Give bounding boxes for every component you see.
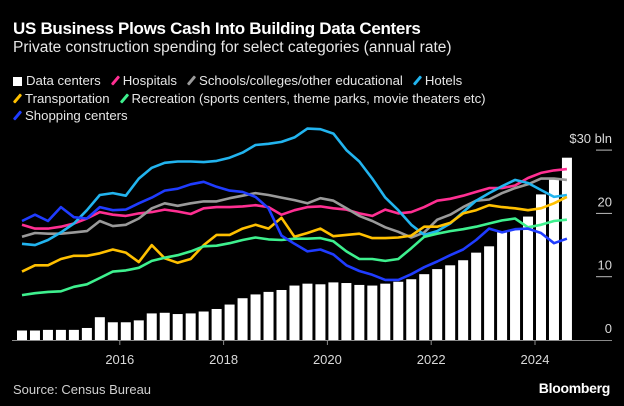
legend-item: Recreation (sports centers, theme parks,…: [119, 90, 486, 108]
bar-data-centers: [237, 298, 248, 340]
x-tick-label: 2018: [209, 352, 238, 367]
bar-data-centers: [471, 252, 482, 340]
legend-item: Hotels: [412, 72, 463, 90]
bar-data-centers: [341, 283, 352, 340]
x-tick-label: 2016: [105, 352, 134, 367]
bar-data-centers: [484, 246, 495, 340]
line-shopping: [21, 180, 568, 282]
legend-label: Schools/colleges/other educational: [199, 73, 403, 88]
bar-data-centers: [146, 313, 157, 340]
bar-data-centers: [523, 216, 534, 340]
legend-label: Data centers: [26, 73, 101, 88]
y-tick-label: 0: [605, 321, 612, 336]
bar-data-centers: [380, 283, 391, 340]
legend-item: Transportation: [12, 90, 110, 108]
bar-data-centers: [68, 329, 79, 340]
bar-data-centers: [289, 285, 300, 340]
line-recreation: [21, 217, 568, 297]
legend-label: Shopping centers: [25, 108, 128, 123]
chart-title: US Business Plows Cash Into Building Dat…: [13, 19, 421, 38]
legend-label: Recreation (sports centers, theme parks,…: [131, 90, 486, 106]
bar-data-centers: [17, 330, 27, 340]
bar-data-centers: [497, 232, 508, 340]
x-tick-label: 2022: [417, 352, 446, 367]
bar-data-centers: [172, 314, 183, 340]
y-tick-label: 10: [598, 258, 612, 273]
bar-data-centers: [510, 229, 521, 340]
bar-data-centers: [458, 260, 469, 340]
legend-label: Hospitals: [122, 73, 178, 88]
bar-data-centers: [55, 329, 66, 340]
bar-data-centers: [29, 330, 40, 340]
bar-data-centers: [445, 265, 456, 340]
bar-data-centers: [81, 327, 92, 340]
line-hotels: [21, 127, 568, 247]
legend-item: Shopping centers: [12, 107, 128, 125]
bar-data-centers: [536, 194, 546, 340]
bar-data-centers: [561, 157, 572, 340]
bar-data-centers: [94, 317, 105, 340]
bar-data-centers: [354, 284, 365, 340]
bar-data-centers: [159, 312, 170, 340]
chart-subtitle: Private construction spending for select…: [13, 39, 452, 56]
bar-data-centers: [211, 308, 222, 340]
legend: Data centers Hospitals Schools/colleges/ot…: [12, 72, 573, 125]
bar-data-centers: [393, 281, 404, 340]
bar-data-centers: [133, 320, 144, 340]
bar-data-centers: [42, 329, 53, 340]
bar-data-centers: [367, 285, 378, 340]
bar-data-centers: [107, 322, 118, 340]
legend-item: Schools/colleges/other educational: [186, 72, 403, 90]
bar-data-centers: [328, 282, 339, 340]
bar-data-centers: [250, 294, 261, 340]
bar-data-centers: [263, 291, 274, 340]
bar-data-centers: [224, 304, 235, 340]
bar-data-centers: [432, 269, 443, 340]
bar-data-centers: [185, 313, 196, 340]
y-tick-label: 20: [598, 194, 612, 209]
bar-data-centers: [406, 279, 417, 340]
legend-swatch: [13, 77, 22, 87]
legend-label: Transportation: [25, 90, 110, 106]
y-tick-label: $30 bln: [569, 131, 612, 146]
legend-item: Data centers: [13, 72, 101, 90]
x-tick-label: 2020: [313, 352, 342, 367]
legend-item: Hospitals: [110, 72, 178, 90]
line-transportation: [21, 195, 568, 273]
x-tick-label: 2024: [521, 352, 550, 367]
source-note: Source: Census Bureau: [13, 382, 152, 397]
bar-data-centers: [419, 274, 430, 340]
bar-data-centers: [198, 311, 209, 340]
legend-label: Hotels: [424, 73, 463, 88]
bloomberg-logo: Bloomberg: [538, 380, 611, 396]
bar-data-centers: [315, 284, 326, 340]
line-hospitals: [21, 167, 568, 230]
bar-data-centers: [548, 178, 559, 340]
bar-data-centers: [120, 322, 131, 340]
bar-data-centers: [276, 289, 287, 340]
bar-data-centers: [302, 283, 313, 340]
